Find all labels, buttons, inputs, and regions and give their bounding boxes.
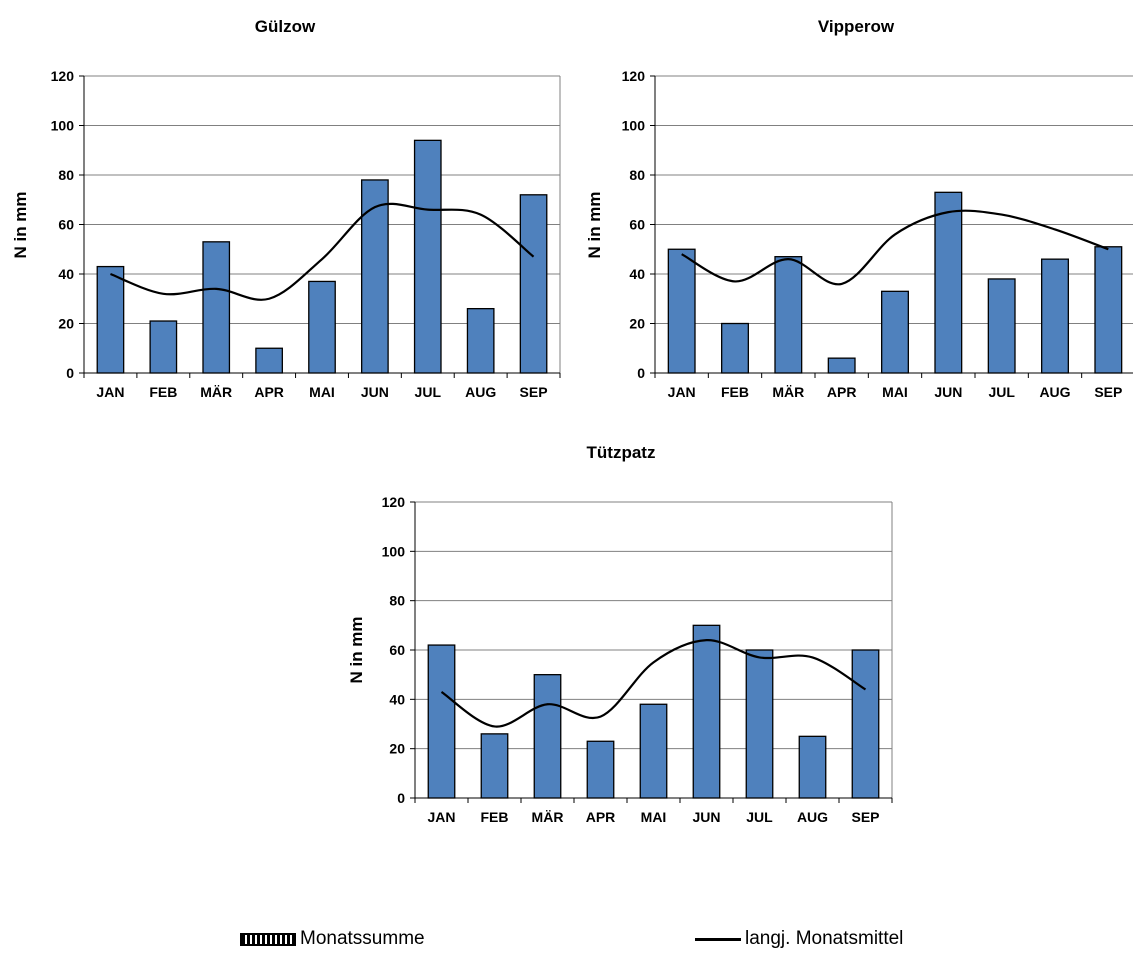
x-tick-label: FEB <box>721 384 749 400</box>
bar <box>533 674 562 799</box>
y-tick-label: 40 <box>629 266 645 282</box>
bar <box>255 347 283 374</box>
y-axis-label: N in mm <box>11 191 30 258</box>
bar <box>721 322 749 374</box>
x-tick-label: JUN <box>934 384 962 400</box>
x-tick-label: JAN <box>96 384 124 400</box>
x-tick-label: JUN <box>692 809 720 825</box>
x-tick-label: AUG <box>1039 384 1070 400</box>
y-tick-label: 120 <box>51 68 75 84</box>
y-tick-label: 60 <box>389 642 405 658</box>
y-tick-label: 40 <box>58 266 74 282</box>
legend-item-monatsmittel: langj. Monatsmittel <box>695 926 903 952</box>
x-tick-label: MÄR <box>532 809 564 825</box>
bar <box>851 649 880 799</box>
bar <box>427 644 456 799</box>
x-tick-label: JUL <box>415 384 442 400</box>
bar <box>692 624 721 799</box>
x-tick-label: APR <box>254 384 284 400</box>
bar <box>774 256 803 374</box>
bar <box>202 241 231 374</box>
legend-item-monatssumme: Monatssumme <box>240 926 425 952</box>
bar <box>1094 246 1123 374</box>
chart-title: Tützpatz <box>587 443 656 462</box>
y-tick-label: 20 <box>629 316 645 332</box>
line-swatch-icon <box>695 937 741 941</box>
x-tick-label: AUG <box>797 809 828 825</box>
y-tick-label: 0 <box>637 365 645 381</box>
x-tick-label: JAN <box>668 384 696 400</box>
series-line-monatsmittel <box>110 202 535 301</box>
y-tick-label: 20 <box>58 316 74 332</box>
x-tick-label: MÄR <box>772 384 804 400</box>
x-tick-label: MAI <box>641 809 667 825</box>
x-tick-label: MAI <box>882 384 908 400</box>
series-line-monatsmittel <box>440 639 867 728</box>
x-tick-label: JUL <box>746 809 773 825</box>
bar <box>466 307 495 374</box>
x-tick-label: MAI <box>309 384 335 400</box>
y-axis-label: N in mm <box>347 616 366 683</box>
y-tick-label: 60 <box>58 217 74 233</box>
y-tick-label: 120 <box>622 68 646 84</box>
x-tick-label: FEB <box>481 809 509 825</box>
bar <box>149 320 178 374</box>
bar <box>519 194 548 374</box>
bar <box>745 649 774 799</box>
y-tick-label: 20 <box>389 741 405 757</box>
bar <box>413 139 442 374</box>
chart-title: Gülzow <box>255 17 316 36</box>
bar <box>308 280 336 374</box>
bar <box>827 357 856 374</box>
legend-label: langj. Monatsmittel <box>745 928 904 949</box>
bar <box>1041 258 1069 374</box>
bar <box>639 703 668 799</box>
chart-vipperow: Vipperow N in mm 0 20 40 60 80 100 120 JAN FEB MÄ… <box>585 17 1133 400</box>
bar <box>96 265 125 374</box>
chart-title: Vipperow <box>818 17 895 36</box>
legend-label: Monatssumme <box>300 928 425 949</box>
series-line-monatsmittel <box>681 209 1109 286</box>
y-tick-label: 60 <box>629 217 645 233</box>
chart-guelzow: Gülzow N in mm 0 20 40 60 80 100 120 JAN FEB MÄR A… <box>11 17 561 400</box>
bar <box>480 733 509 799</box>
y-tick-label: 0 <box>397 790 405 806</box>
x-tick-label: SEP <box>520 384 548 400</box>
y-tick-label: 100 <box>622 118 646 134</box>
bar <box>586 740 615 799</box>
y-tick-label: 80 <box>58 167 74 183</box>
x-tick-label: JAN <box>427 809 455 825</box>
bar <box>934 191 963 374</box>
bar <box>361 179 389 374</box>
x-tick-label: MÄR <box>200 384 232 400</box>
y-tick-label: 80 <box>389 593 405 609</box>
bar <box>667 248 696 374</box>
y-axis-label: N in mm <box>585 191 604 258</box>
y-tick-label: 100 <box>382 543 406 559</box>
x-tick-label: AUG <box>465 384 496 400</box>
x-tick-label: APR <box>827 384 857 400</box>
bar-swatch-icon <box>240 932 296 946</box>
x-tick-label: SEP <box>851 809 879 825</box>
bar <box>987 278 1016 374</box>
x-tick-label: SEP <box>1094 384 1122 400</box>
y-tick-label: 80 <box>629 167 645 183</box>
bar <box>798 735 827 799</box>
chart-tuetzpatz: Tützpatz N in mm 0 20 40 60 80 100 120 JAN FEB MÄ… <box>347 443 893 825</box>
y-tick-label: 100 <box>51 118 75 134</box>
x-tick-label: JUN <box>361 384 389 400</box>
y-tick-label: 0 <box>66 365 74 381</box>
y-tick-label: 40 <box>389 691 405 707</box>
x-tick-label: JUL <box>988 384 1015 400</box>
x-tick-label: FEB <box>149 384 177 400</box>
y-tick-label: 120 <box>382 494 406 510</box>
bar <box>881 290 909 374</box>
x-tick-label: APR <box>586 809 616 825</box>
